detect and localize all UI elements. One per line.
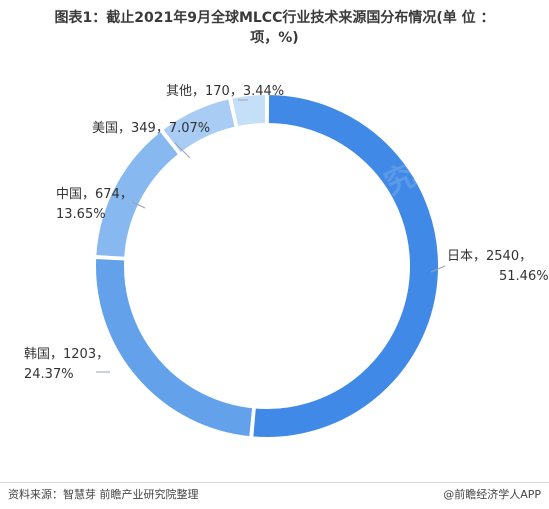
slice-label-0: 日本，2540， [447,249,532,264]
slice-percent-label-2: 13.65% [56,207,106,222]
chart-title-line-1: 图表1：截止2021年9月全球MLCC行业技术来源国分布情况(单 位 ： [54,10,495,26]
donut-slices [94,92,440,439]
donut-slice-1 [94,257,255,439]
donut-slice-0 [251,92,440,439]
slice-label-1: 韩国，1203， [24,347,109,362]
donut-chart: 日本，2540， 51.46% 韩国，1203， 24.37% 中国，674， 13.65… [24,84,549,439]
slice-label-4: 其他，170，3.44% [166,84,284,99]
leader-line-0 [430,265,446,273]
slice-percent-label-1: 24.37% [24,367,74,382]
leader-line-3 [174,142,191,159]
footer: 资料来源：智慧芽 前瞻产业研究院整理 @前瞻经济学人APP [0,482,549,509]
footer-source: 资料来源：智慧芽 前瞻产业研究院整理 [8,488,199,501]
slice-labels: 日本，2540， 51.46% 韩国，1203， 24.37% 中国，674， 13.65… [24,84,549,382]
slice-percent-label-0: 51.46% [499,269,549,284]
label-leader-lines [96,99,446,373]
slice-label-2: 中国，674， [56,187,133,202]
leader-line-2 [131,201,146,209]
chart-title-line-2: 项，%) [250,30,299,46]
donut-slice-2 [94,129,181,259]
donut-slice-3 [160,97,237,155]
chart-title: 图表1：截止2021年9月全球MLCC行业技术来源国分布情况(单 位 ： 项，%… [0,8,549,48]
footer-brand: @前瞻经济学人APP [443,488,541,501]
donut-slice-4 [229,92,268,129]
slice-label-3: 美国，349，7.07% [92,121,210,136]
